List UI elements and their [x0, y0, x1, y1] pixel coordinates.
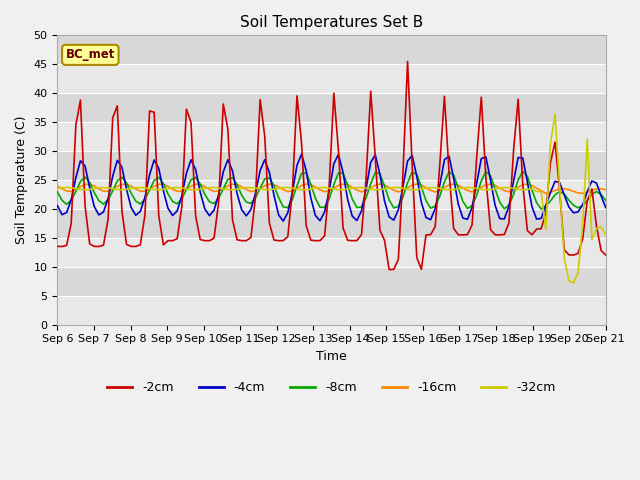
Legend: -2cm, -4cm, -8cm, -16cm, -32cm: -2cm, -4cm, -8cm, -16cm, -32cm	[102, 376, 561, 399]
Bar	[58, 36, 605, 64]
Bar	[58, 180, 605, 209]
Bar	[58, 238, 605, 267]
Text: BC_met: BC_met	[66, 48, 115, 61]
Bar	[58, 122, 605, 151]
Bar	[58, 151, 605, 180]
Y-axis label: Soil Temperature (C): Soil Temperature (C)	[15, 116, 28, 244]
Bar	[58, 93, 605, 122]
Bar	[58, 64, 605, 93]
Bar	[58, 267, 605, 296]
Bar	[58, 296, 605, 324]
Title: Soil Temperatures Set B: Soil Temperatures Set B	[240, 15, 423, 30]
Bar	[58, 209, 605, 238]
X-axis label: Time: Time	[316, 350, 347, 363]
